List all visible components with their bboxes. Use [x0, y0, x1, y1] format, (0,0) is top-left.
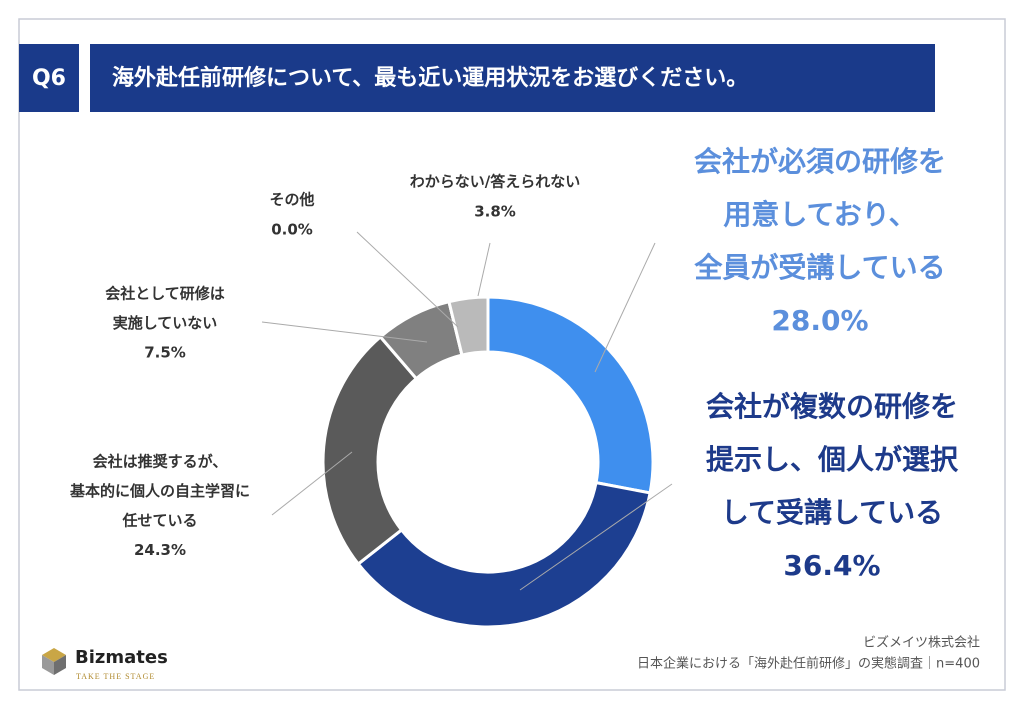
- leader-line: [477, 242, 491, 297]
- leader-line: [271, 451, 353, 516]
- donut-slice: [447, 295, 490, 357]
- category-label: 任せている: [121, 512, 197, 530]
- logo-icon: [42, 648, 66, 675]
- badge-box: [19, 44, 79, 112]
- leader-line: [356, 231, 459, 328]
- logo-tagline: TAKE THE STAGE: [76, 672, 155, 681]
- frame: [18, 18, 1006, 691]
- value-label: 28.0%: [771, 304, 868, 337]
- value-label: 36.4%: [783, 549, 880, 582]
- source: 日本企業における「海外赴任前研修」の実態調査｜n=400: [637, 656, 980, 672]
- title-bar: [90, 44, 935, 112]
- value-label: 0.0%: [271, 221, 313, 239]
- category-label: わからない/答えられない: [410, 173, 580, 191]
- category-label: その他: [269, 191, 314, 209]
- leader-line: [594, 242, 656, 373]
- category-label: 会社が必須の研修を: [694, 145, 946, 178]
- value-label: 24.3%: [134, 541, 186, 559]
- donut-slice: [356, 480, 652, 629]
- category-label: 実施していない: [113, 314, 218, 332]
- leader-line: [261, 321, 428, 343]
- leader-line: [519, 483, 673, 591]
- category-label: して受講している: [721, 496, 943, 529]
- category-label: 会社は推奨するが、: [93, 453, 228, 471]
- badge: Q6: [32, 66, 66, 91]
- category-label: 基本的に個人の自主学習に: [69, 482, 250, 500]
- category-label: 全員が受講している: [693, 251, 945, 284]
- donut-slice: [321, 334, 419, 567]
- value-label: 3.8%: [474, 203, 516, 221]
- source: ビズメイツ株式会社: [863, 635, 980, 651]
- chart-title: 海外赴任前研修について、最も近い運用状況をお選びください。: [112, 65, 748, 91]
- donut-slice: [486, 295, 655, 495]
- value-label: 7.5%: [144, 344, 186, 362]
- category-label: 提示し、個人が選択: [706, 443, 959, 476]
- category-label: 会社が複数の研修を: [706, 390, 958, 423]
- category-label: 会社として研修は: [105, 285, 225, 303]
- logo-name: Bizmates: [75, 647, 168, 668]
- category-label: 用意しており、: [723, 198, 916, 231]
